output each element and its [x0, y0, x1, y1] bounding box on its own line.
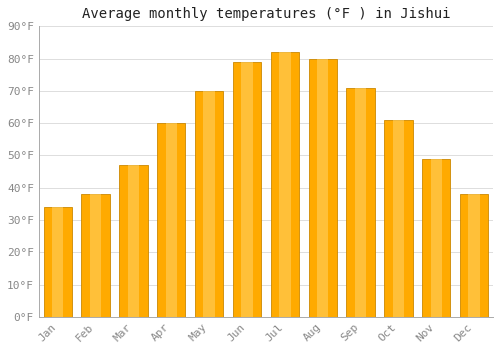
Bar: [242, 62, 252, 317]
Bar: [128, 165, 139, 317]
Bar: [468, 194, 480, 317]
Bar: [355, 88, 366, 317]
Bar: [90, 194, 102, 317]
Bar: [346, 88, 375, 317]
Bar: [422, 159, 450, 317]
Bar: [270, 52, 299, 317]
Bar: [392, 120, 404, 317]
Bar: [195, 91, 224, 317]
Bar: [317, 58, 328, 317]
Bar: [279, 52, 290, 317]
Bar: [166, 123, 177, 317]
Bar: [308, 58, 337, 317]
Bar: [460, 194, 488, 317]
Title: Average monthly temperatures (°F ) in Jishui: Average monthly temperatures (°F ) in Ji…: [82, 7, 450, 21]
Bar: [82, 194, 110, 317]
Bar: [157, 123, 186, 317]
Bar: [119, 165, 148, 317]
Bar: [204, 91, 215, 317]
Bar: [52, 207, 64, 317]
Bar: [384, 120, 412, 317]
Bar: [44, 207, 72, 317]
Bar: [233, 62, 261, 317]
Bar: [430, 159, 442, 317]
